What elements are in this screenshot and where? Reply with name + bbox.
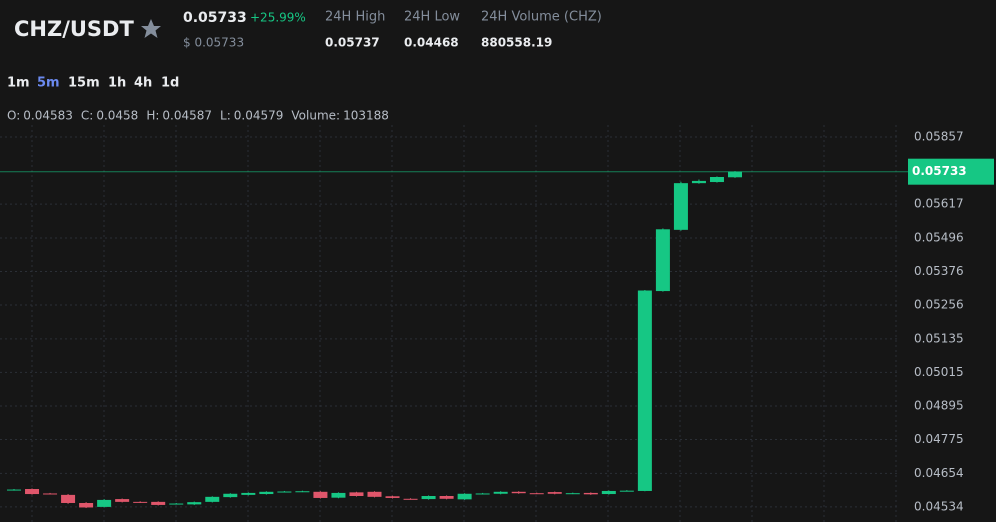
y-tick-label: 0.05015 (914, 365, 964, 379)
candle-body (385, 496, 400, 498)
stat-value: 0.04468 (404, 36, 459, 50)
candle-body (61, 494, 76, 503)
ohlc-value: 0.04579 (234, 109, 284, 123)
candle-body (709, 177, 724, 183)
candle-body (295, 491, 310, 493)
y-tick-label: 0.05496 (914, 230, 964, 244)
ohlc-label: L: (220, 109, 231, 123)
stat-value: 0.05737 (325, 36, 380, 50)
candle-body (673, 183, 688, 230)
ohlc-value: 0.0458 (96, 109, 138, 123)
interval-button[interactable]: 1m (7, 76, 30, 91)
candle-body (7, 489, 21, 491)
candle-body (169, 503, 184, 505)
candle-body (493, 491, 508, 494)
y-tick-label: 0.04654 (914, 466, 964, 480)
candle-body (421, 495, 436, 500)
interval-button[interactable]: 15m (68, 76, 100, 91)
candle-body (439, 495, 454, 499)
pair-name: CHZ/USDT (14, 17, 134, 41)
y-tick-label: 0.04534 (914, 499, 964, 513)
y-tick-label: 0.05135 (914, 331, 964, 345)
candle-body (241, 492, 256, 495)
candle-body (331, 492, 346, 498)
candle-body (313, 491, 328, 498)
stat-label: 24H Volume (CHZ) (481, 10, 602, 25)
candle-body (43, 493, 58, 495)
candle-body (151, 501, 166, 505)
candle-body (601, 490, 616, 495)
y-tick-label: 0.04775 (914, 432, 964, 446)
candle-body (205, 496, 220, 502)
candle-body (223, 493, 238, 498)
ohlc-label: O: (7, 109, 20, 123)
interval-button[interactable]: 5m (37, 76, 60, 91)
candle-body (115, 499, 130, 502)
candle-body (529, 493, 544, 495)
candle-body (277, 491, 292, 493)
candle-body (25, 489, 40, 495)
candle-body (728, 171, 742, 178)
ohlc-value: 0.04587 (162, 109, 212, 123)
ohlc-value: 103188 (343, 109, 389, 123)
candle-body (547, 492, 562, 494)
y-tick-label: 0.05617 (914, 197, 964, 211)
usd-price: $ 0.05733 (183, 36, 244, 50)
last-price-tag (908, 158, 994, 185)
candle-body (187, 502, 202, 505)
candle-body (619, 490, 634, 492)
stat-value: 880558.19 (481, 36, 552, 50)
candle-body (511, 491, 526, 494)
y-tick-label: 0.04895 (914, 398, 964, 412)
ohlc-label: H: (146, 109, 159, 123)
price-change: +25.99% (250, 11, 306, 25)
last-price-label: 0.05733 (912, 164, 967, 178)
candle-body (565, 493, 580, 495)
stat-label: 24H High (325, 10, 385, 25)
candle-body (691, 180, 706, 184)
ohlc-label: Volume: (291, 109, 340, 123)
y-tick-label: 0.05376 (914, 264, 964, 278)
candle-body (403, 498, 418, 500)
candle-body (367, 491, 382, 497)
interval-button[interactable]: 4h (134, 76, 152, 91)
stat-label: 24H Low (404, 10, 460, 25)
candle-body (457, 493, 472, 500)
favorite-star[interactable] (141, 19, 161, 38)
candle-body (583, 492, 598, 495)
candle-body (259, 491, 274, 495)
y-tick-label: 0.05857 (914, 130, 964, 144)
candle-body (475, 493, 490, 495)
candle-body (79, 502, 94, 508)
ohlc-value: 0.04583 (23, 109, 73, 123)
last-price: 0.05733 (183, 10, 247, 26)
candle-body (655, 229, 670, 292)
ohlc-label: C: (81, 109, 93, 123)
candle-body (97, 499, 112, 507)
y-tick-label: 0.05256 (914, 298, 964, 312)
interval-button[interactable]: 1d (161, 76, 179, 91)
candle-body (349, 492, 364, 496)
candle-body (133, 501, 148, 503)
candle-body (637, 290, 652, 491)
interval-button[interactable]: 1h (108, 76, 126, 91)
